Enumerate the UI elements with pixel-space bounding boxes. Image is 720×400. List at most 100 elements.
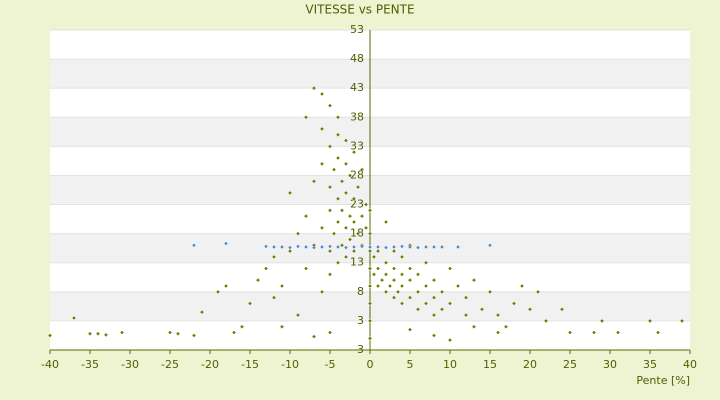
point (255, 277, 261, 283)
point (415, 306, 421, 312)
point (263, 266, 269, 271)
point (287, 245, 293, 250)
point (119, 330, 125, 335)
point (431, 295, 437, 300)
point (471, 324, 477, 330)
point (599, 318, 605, 324)
point (495, 312, 501, 318)
point (455, 283, 461, 289)
y-tick-label: 28 (350, 168, 364, 181)
x-tick-label: 15 (483, 358, 497, 371)
point (327, 248, 333, 254)
point (363, 202, 369, 207)
point (319, 126, 325, 132)
point (191, 333, 197, 338)
point (487, 289, 493, 295)
point (415, 289, 421, 295)
point (655, 330, 661, 335)
point (647, 318, 653, 324)
x-axis-label: Pente [%] (636, 374, 690, 387)
point (319, 161, 325, 167)
point (591, 330, 597, 335)
point (359, 213, 365, 219)
point (167, 330, 173, 335)
y-tick-label: 48 (350, 52, 364, 65)
point (339, 178, 345, 184)
point (327, 103, 333, 108)
point (391, 248, 397, 254)
point (347, 213, 353, 219)
point (311, 245, 317, 250)
point (239, 324, 245, 330)
point (223, 283, 229, 289)
point (295, 244, 301, 249)
point (399, 272, 405, 277)
point (175, 331, 181, 336)
point (279, 283, 285, 289)
point (335, 155, 341, 161)
point (359, 244, 365, 249)
point (351, 219, 357, 225)
point (407, 295, 413, 300)
y-tick-label: 13 (350, 256, 364, 269)
point (295, 231, 301, 236)
point (343, 254, 349, 260)
point (431, 277, 437, 283)
point (447, 266, 453, 271)
point (679, 318, 685, 324)
point (343, 138, 349, 143)
x-tick-label: 40 (683, 358, 697, 371)
point (439, 289, 445, 295)
point (447, 337, 453, 343)
point (431, 333, 437, 338)
point (303, 244, 309, 250)
point (343, 225, 349, 231)
x-tick-label: 5 (407, 358, 414, 371)
y-tick-label: 23 (350, 198, 364, 211)
point (339, 242, 345, 248)
point (303, 213, 309, 219)
point (407, 327, 413, 332)
point (379, 277, 385, 283)
x-tick-label: 20 (523, 358, 537, 371)
point (327, 244, 333, 249)
point (391, 244, 397, 250)
point (395, 289, 401, 295)
point (343, 161, 349, 167)
x-tick-label: -15 (241, 358, 259, 371)
point (399, 244, 405, 249)
point (327, 184, 333, 190)
point (387, 283, 393, 289)
point (399, 254, 405, 260)
point (367, 336, 373, 341)
point (247, 301, 253, 306)
point (439, 306, 445, 312)
point (279, 324, 285, 330)
point (335, 132, 341, 138)
point (527, 306, 533, 312)
point (367, 244, 373, 250)
point (271, 244, 277, 250)
x-tick-label: -5 (325, 358, 336, 371)
point (351, 244, 357, 250)
x-tick-label: -10 (281, 358, 299, 371)
point (463, 312, 469, 318)
point (383, 219, 389, 225)
point (399, 283, 405, 289)
point (367, 301, 373, 306)
y-tick-label: 3 (357, 314, 364, 327)
y-tick-label: 43 (350, 81, 364, 94)
point (263, 244, 269, 249)
point (351, 149, 357, 155)
point (191, 242, 197, 248)
point (503, 324, 509, 330)
point (495, 330, 501, 335)
point (319, 225, 325, 231)
point (407, 277, 413, 283)
point (343, 245, 349, 250)
point (199, 309, 205, 315)
point (383, 289, 389, 295)
point (423, 301, 429, 306)
point (279, 244, 285, 250)
